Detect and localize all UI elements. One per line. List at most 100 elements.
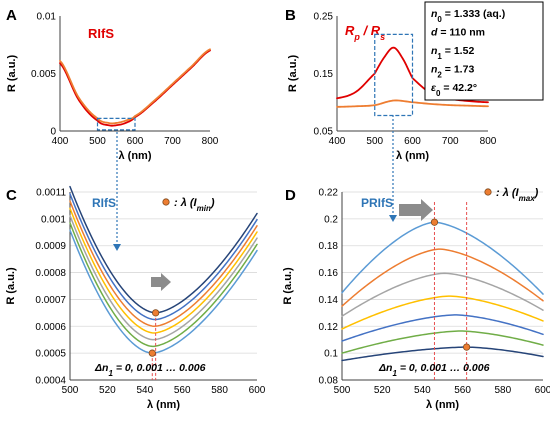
x-tick-label: 600 [249,385,266,396]
x-tick-label: 580 [211,385,228,396]
y-tick-label: 0.15 [314,69,334,80]
x-tick-label: 580 [494,385,511,396]
y-tick-label: 0 [50,127,56,138]
panel-c: C 500 520 540 560 580 600 0.0004 0.0005 0.0006 0.0… [5,185,266,411]
y-tick-label: 0.0011 [36,188,66,199]
x-tick-label: 520 [99,385,116,396]
x-tick-label: 600 [127,136,144,147]
y-tick-label: 0.0004 [35,376,66,387]
connector-arrowhead [389,215,397,222]
x-tick-label: 500 [366,136,383,147]
y-tick-label: 0.001 [41,214,66,225]
shift-arrow [399,199,433,221]
series-line [69,229,258,354]
x-tick-label: 700 [442,136,459,147]
parameter-line: n2 = 1.73 [431,64,474,80]
y-tick-label: 0.25 [314,12,334,23]
y-axis-label: R (a.u.) [282,267,294,305]
series-line-orange [59,48,211,125]
series-line [341,314,544,342]
y-tick-label: 0.08 [319,376,339,387]
series-line [341,295,544,330]
y-tick-label: 0.01 [37,12,57,23]
panel-letter-c: C [6,187,17,204]
x-tick-label: 560 [174,385,191,396]
shift-annotation: Δn1 = 0, 0.001 … 0.006 [94,362,206,378]
series-line [69,185,258,314]
y-tick-label: 0.18 [319,241,339,252]
x-axis-label: λ (nm) [396,150,429,162]
series-line-red [59,49,211,127]
series-line [69,200,258,328]
min-marker [152,309,160,317]
x-tick-label: 540 [136,385,153,396]
y-tick-label: 0.12 [319,322,339,333]
series-line [69,193,258,321]
y-tick-label: 0.05 [314,127,334,138]
max-marker [463,343,471,351]
connector-arrowhead [113,244,121,251]
y-tick-label: 0.0008 [35,268,66,279]
x-tick-label: 500 [334,385,351,396]
parameter-box: n0 = 1.333 (aq.) d = 110 nm n1 = 1.52 n2 = … [424,1,544,101]
y-tick-label: 0.005 [31,69,56,80]
x-axis-label: λ (nm) [426,399,459,411]
y-tick-label: 0.22 [319,188,339,199]
panel-label: RIfS [88,26,114,41]
panel-label: RIfS [92,196,116,210]
panel-b: B 400 500 600 700 800 0.05 0.15 0.25 λ (nm) R (a.u… [285,1,544,162]
parameter-line: d = 110 nm [431,27,485,39]
y-axis-label: R (a.u.) [5,267,17,305]
x-tick-label: 540 [414,385,431,396]
panel-a: A 400 500 600 700 800 0 0.005 0.01 λ (nm) R (a.u.)… [6,7,219,162]
x-tick-label: 800 [480,136,497,147]
series-line [341,330,544,354]
legend-marker [484,188,492,196]
legend-label: : λ (Imin) [174,197,215,213]
min-marker [148,349,156,357]
shift-annotation: Δn1 = 0, 0.001 … 0.006 [378,362,490,378]
series-line [341,272,544,317]
y-tick-label: 0.2 [324,214,338,225]
max-marker [430,218,439,226]
x-tick-label: 600 [535,385,550,396]
x-axis-label: λ (nm) [147,399,180,411]
parameter-line: n0 = 1.333 (aq.) [431,8,505,24]
y-tick-label: 0.0006 [35,322,66,333]
series-line [69,222,258,348]
y-axis-label: R (a.u.) [6,55,18,93]
x-tick-label: 500 [89,136,106,147]
series-line [341,248,544,307]
y-tick-label: 0.0007 [35,295,66,306]
x-tick-label: 400 [52,136,69,147]
y-tick-label: 0.0005 [35,349,66,360]
y-axis-label: R (a.u.) [287,55,299,93]
panel-label: PRIfS [361,196,393,210]
panel-d: D 500 520 540 560 580 600 0.08 0.1 0.12 0.14 0.16 0.… [282,187,550,411]
panel-letter-b: B [285,7,296,24]
x-tick-label: 400 [329,136,346,147]
panel-letter-a: A [6,7,17,24]
y-tick-label: 0.0009 [35,241,66,252]
legend-label: : λ (Imax) [496,187,539,203]
y-tick-label: 0.1 [324,349,338,360]
zoom-connectors [113,115,397,251]
series-line [341,346,544,362]
x-tick-label: 800 [202,136,219,147]
x-tick-label: 560 [454,385,471,396]
parameter-box-frame [424,1,544,101]
zoom-box [96,117,136,131]
shift-arrow [151,273,171,291]
x-tick-label: 600 [404,136,421,147]
y-tick-label: 0.14 [319,295,339,306]
x-tick-label: 500 [62,385,79,396]
legend-marker [162,198,170,206]
parameter-line: n1 = 1.52 [431,45,474,61]
y-tick-label: 0.16 [319,268,339,279]
panel-label: Rp / Rs [345,23,385,42]
series-line [341,221,544,295]
series-line [69,214,258,341]
panel-letter-d: D [285,187,296,204]
